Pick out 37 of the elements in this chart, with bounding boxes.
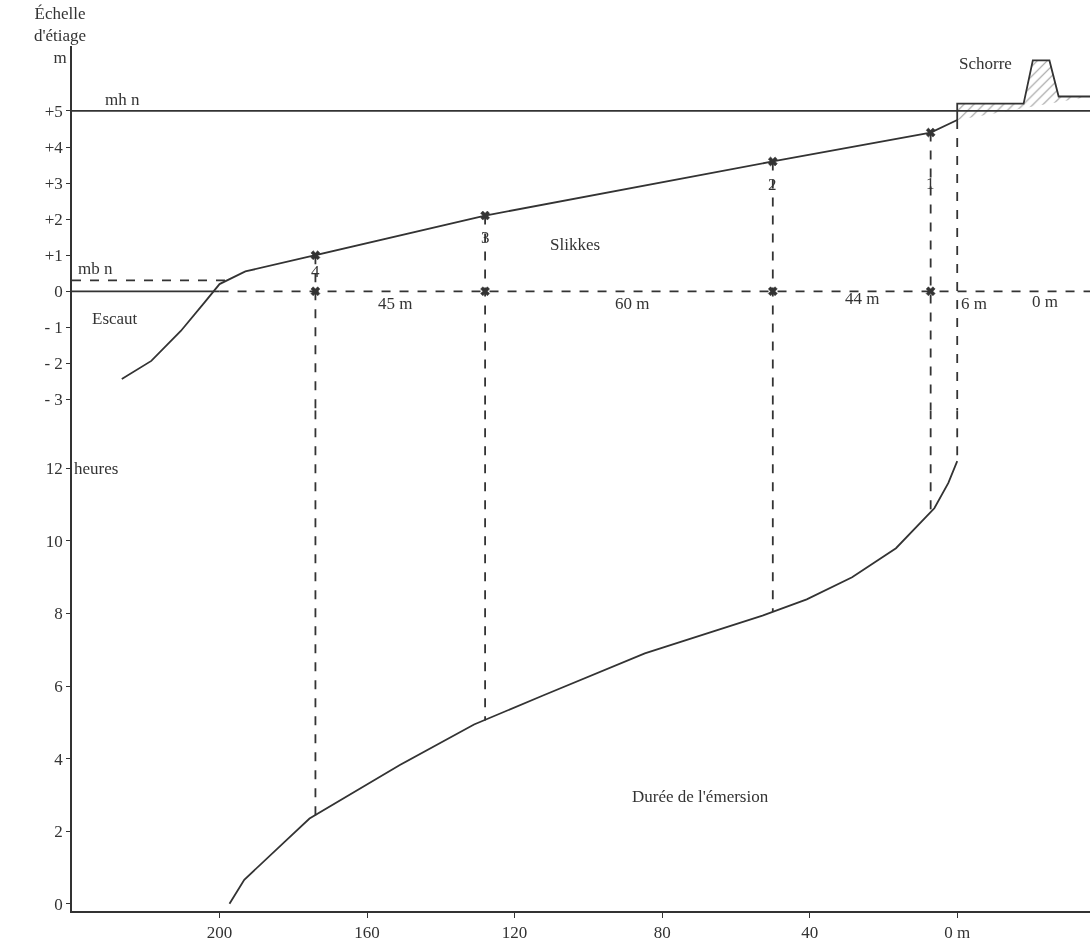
y-tick-label: +3 [44, 174, 63, 194]
y-tick-label: 2 [54, 822, 63, 842]
y-tick-label: 10 [45, 531, 63, 551]
x-tick-label: 80 [653, 923, 671, 943]
annotation: mb n [78, 259, 113, 278]
y-tick-label: - 1 [44, 318, 63, 338]
y-axis-title: heures [74, 459, 119, 478]
annotation: Escaut [92, 309, 138, 328]
annotation: 6 m [961, 294, 987, 313]
y-tick-label: 4 [54, 749, 64, 769]
annotation: Schorre [959, 54, 1012, 73]
annotation: 0 m [1032, 292, 1058, 311]
annotation: 60 m [615, 294, 650, 313]
y-tick-label: 12 [45, 459, 63, 479]
y-tick-label: 0 [54, 894, 63, 914]
x-tick-label: 40 [801, 923, 819, 943]
annotation: 45 m [378, 294, 413, 313]
y-tick-label: +5 [44, 101, 63, 121]
y-tick-label: 6 [54, 677, 63, 697]
x-tick-label: 0 m [944, 923, 971, 943]
annotation: 3 [481, 228, 490, 247]
y-tick-label: 8 [54, 604, 63, 624]
x-tick-label: 200 [206, 923, 233, 943]
annotation: 4 [311, 262, 320, 281]
annotation: Slikkes [550, 235, 601, 254]
annotation: 44 m [845, 289, 880, 308]
ref-line-label: mh n [105, 90, 140, 109]
y-axis-title: Échelle d'étiage m [34, 4, 87, 68]
x-tick-label: 120 [501, 923, 528, 943]
y-tick-label: +1 [44, 246, 63, 266]
x-tick-label: 160 [354, 923, 380, 943]
annotation: Durée de l'émersion [632, 787, 769, 806]
y-tick-label: - 3 [44, 390, 63, 410]
y-tick-label: +4 [44, 137, 64, 157]
y-tick-label: - 2 [44, 354, 63, 374]
y-tick-label: 0 [54, 282, 63, 302]
y-tick-label: +2 [44, 210, 63, 230]
